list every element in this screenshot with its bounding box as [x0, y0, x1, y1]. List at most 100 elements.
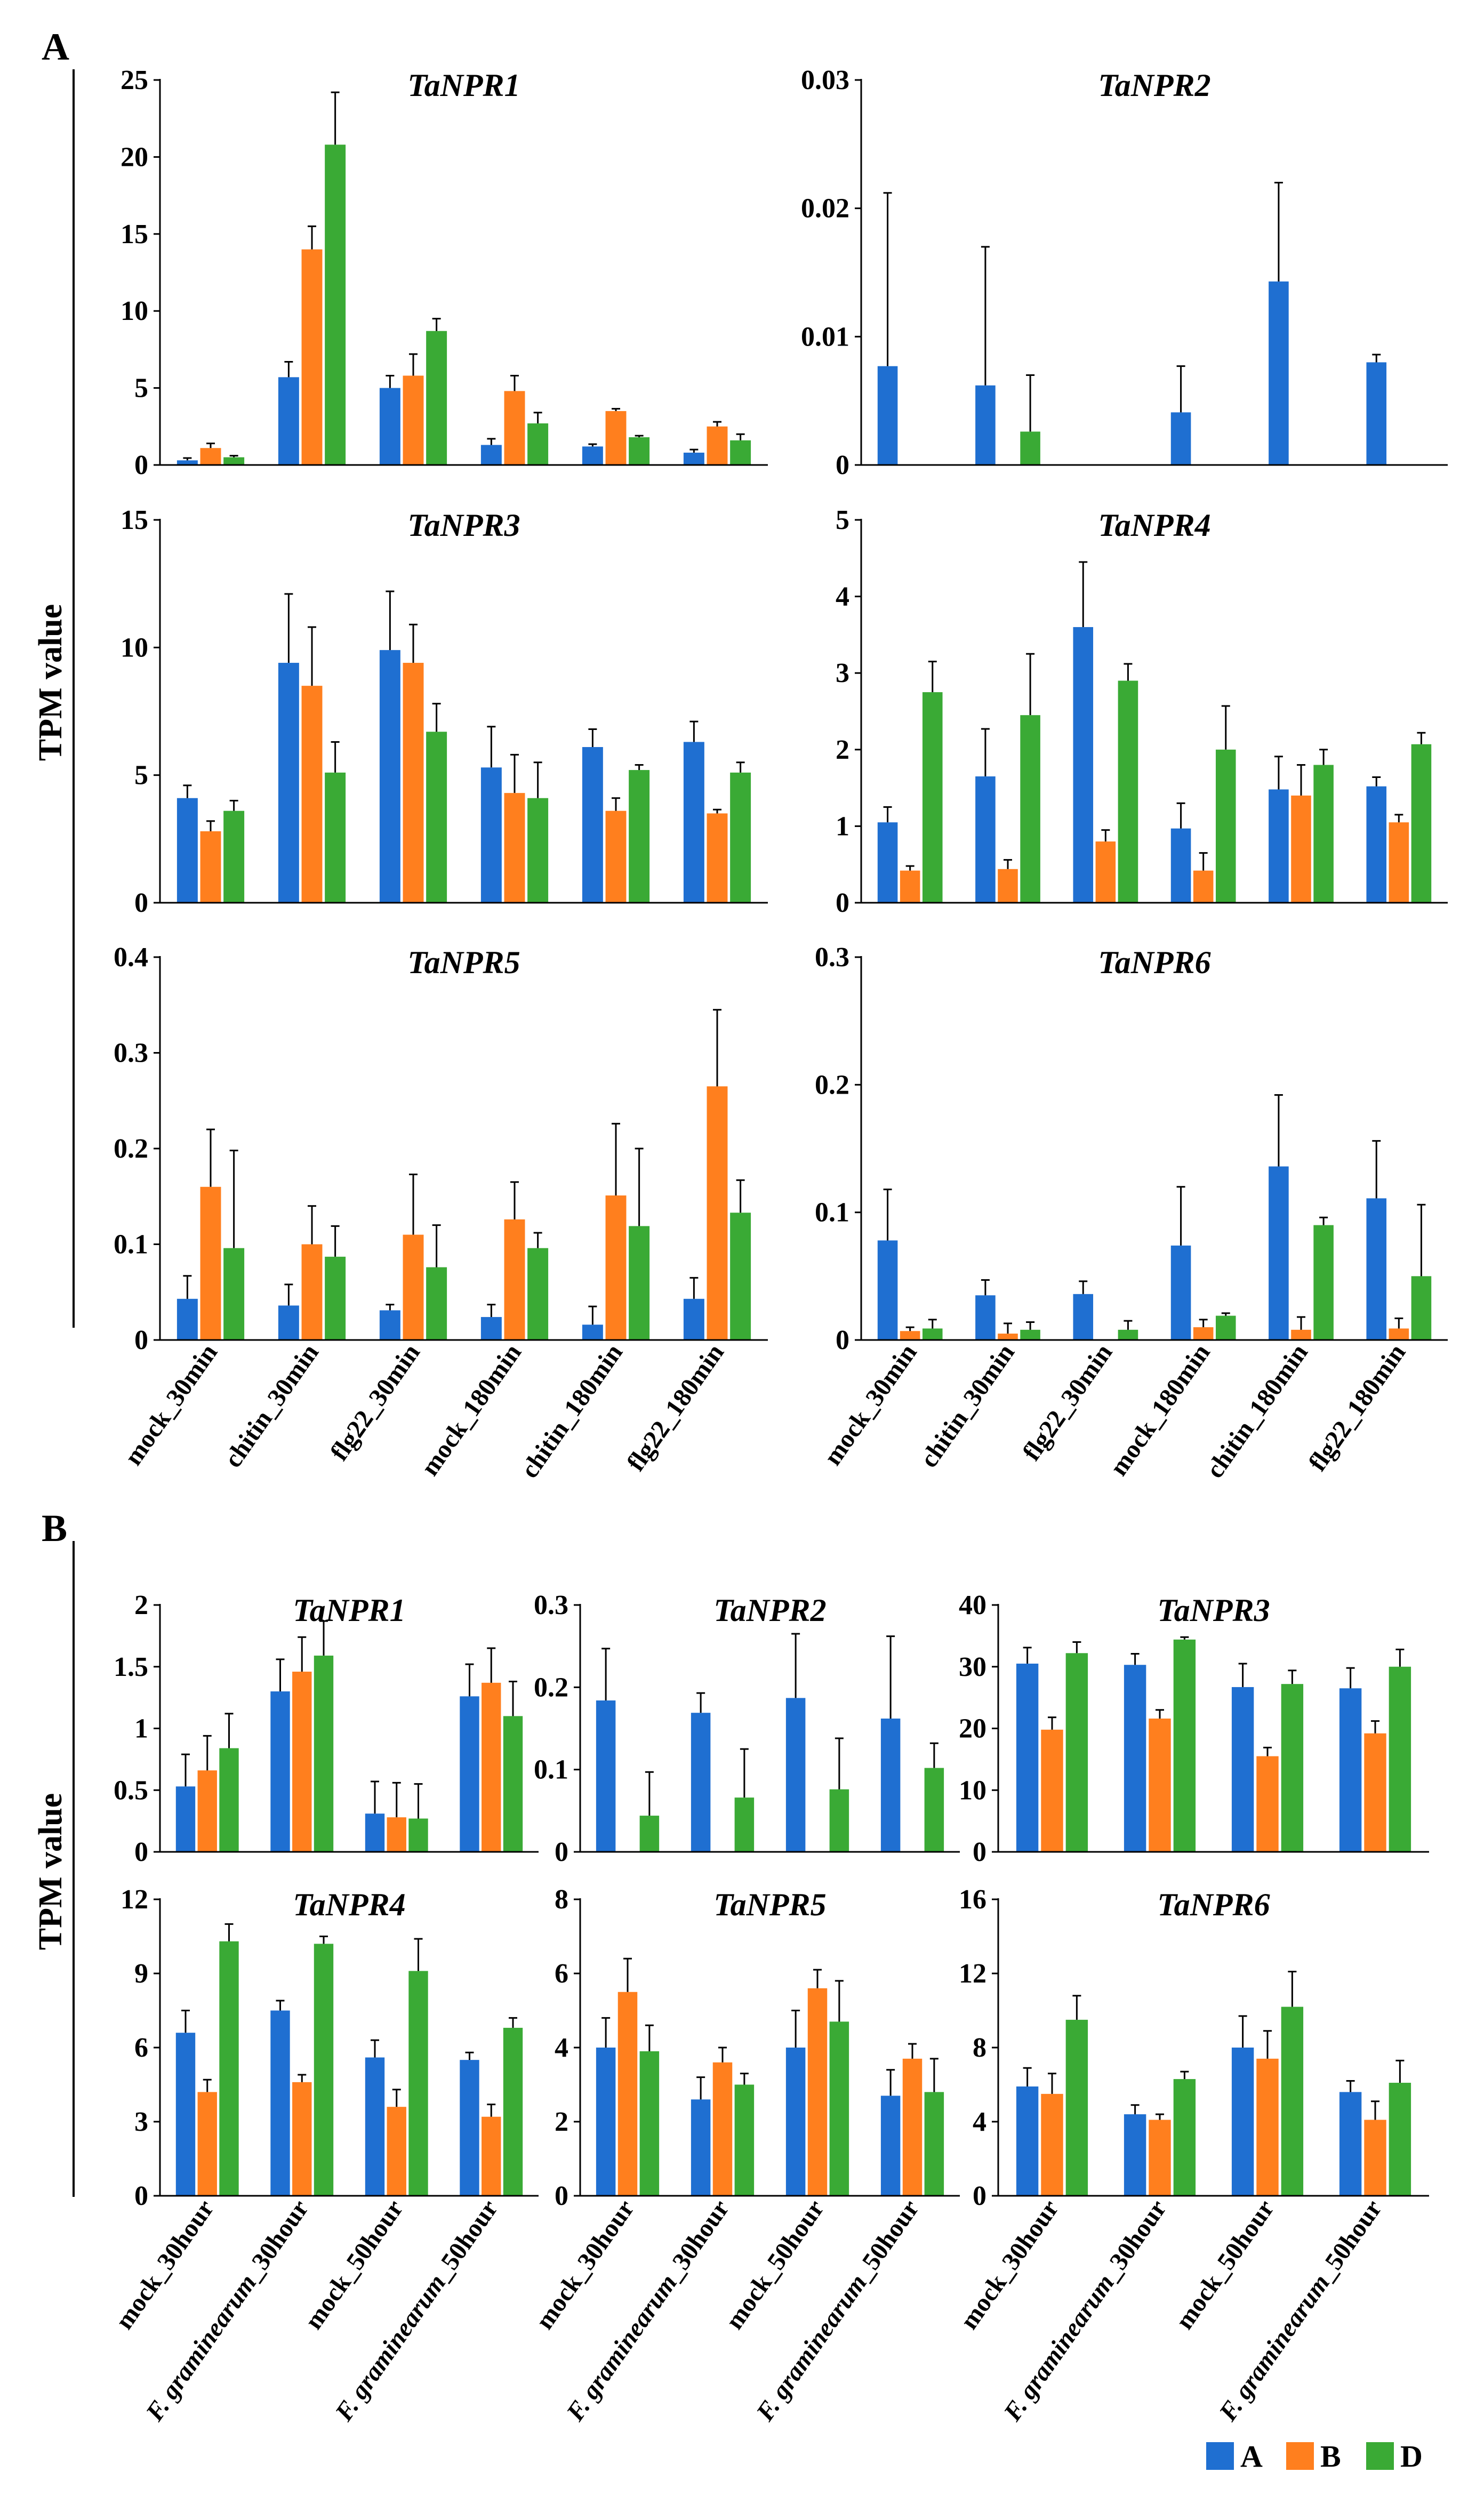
- bar-d-2: [1173, 2079, 1196, 2196]
- bar-d-1: [922, 692, 943, 903]
- bar-b-1: [1041, 1729, 1063, 1852]
- bar-b-1: [1041, 2093, 1063, 2196]
- bar-b-4: [1364, 2120, 1386, 2196]
- bar-b-1: [200, 448, 221, 465]
- bar-a-2: [278, 1305, 299, 1340]
- bar-a-2: [278, 377, 299, 465]
- bar-d-5: [1313, 1225, 1334, 1340]
- chart-title: TaNPR1: [407, 68, 520, 103]
- y-tick-label: 0: [134, 1837, 148, 1867]
- bar-b-5: [1291, 795, 1311, 903]
- bar-b-1: [200, 1186, 221, 1340]
- bar-b-2: [301, 249, 323, 465]
- x-category-label: mock_50hour: [1170, 2195, 1280, 2334]
- bar-b-6: [707, 426, 728, 465]
- x-category-label: mock_30hour: [110, 2195, 220, 2334]
- bar-d-1: [1065, 1653, 1088, 1852]
- bar-b-4: [1364, 1733, 1386, 1852]
- bar-d-2: [1173, 1639, 1196, 1852]
- y-tick-label: 0: [836, 450, 849, 480]
- y-tick-label: 8: [973, 2033, 986, 2063]
- bar-a-4: [480, 1317, 502, 1340]
- bar-b-4: [1193, 1327, 1214, 1340]
- bar-d-2: [1020, 1329, 1040, 1340]
- chart-a-tanpr2: TaNPR2 0 0.01 0.02 0.03: [801, 65, 1448, 480]
- y-tick-label: 0.1: [114, 1230, 148, 1260]
- bar-d-2: [734, 1797, 755, 1852]
- bar-d-4: [1389, 1666, 1411, 1852]
- x-category-label: mock_30min: [819, 1339, 923, 1471]
- chart-title: TaNPR2: [713, 1593, 826, 1628]
- x-category-label: flg22_30min: [1017, 1339, 1118, 1466]
- bar-d-6: [730, 772, 751, 903]
- bar-a-4: [460, 1696, 479, 1852]
- chart-title: TaNPR4: [293, 1887, 405, 1922]
- bar-d-6: [730, 440, 751, 465]
- chart-title: TaNPR6: [1157, 1887, 1270, 1922]
- bar-b-3: [807, 1988, 828, 2196]
- bar-d-1: [219, 1748, 239, 1852]
- bar-a-2: [270, 2010, 290, 2196]
- bar-a-6: [683, 452, 704, 465]
- x-category-label: F. graminearum_50hour: [330, 2195, 504, 2427]
- x-category-label: mock_30hour: [530, 2195, 640, 2334]
- y-tick-label: 0.5: [114, 1775, 148, 1805]
- bar-d-4: [924, 2092, 944, 2196]
- y-tick-label: 0.4: [114, 942, 148, 973]
- bar-b-6: [707, 1086, 728, 1340]
- chart-b-tanpr2: TaNPR2 0 0.1 0.2 0.3: [534, 1590, 960, 1867]
- bar-b-4: [482, 2116, 501, 2196]
- panel-a-ylabel: TPM value: [33, 604, 69, 761]
- bar-a-3: [379, 650, 400, 903]
- bar-b-5: [605, 810, 627, 903]
- x-category-label: mock_30hour: [954, 2195, 1064, 2334]
- bar-a-3: [1073, 1294, 1094, 1340]
- y-tick-label: 0.01: [801, 322, 849, 352]
- bar-a-3: [1231, 2048, 1254, 2196]
- bar-b-1: [197, 2092, 217, 2196]
- y-tick-label: 0: [973, 1837, 986, 1867]
- y-tick-label: 2: [555, 2107, 568, 2137]
- legend-swatch-d: [1366, 2442, 1394, 2470]
- bar-a-3: [785, 1698, 806, 1852]
- bar-a-5: [582, 1325, 603, 1340]
- y-tick-label: 3: [836, 658, 849, 688]
- bar-d-6: [1411, 1276, 1432, 1340]
- y-tick-label: 0: [836, 888, 849, 918]
- bar-a-2: [1124, 1665, 1146, 1852]
- y-tick-label: 15: [121, 505, 148, 535]
- chart-title: TaNPR5: [713, 1887, 826, 1922]
- bar-d-1: [639, 2051, 660, 2196]
- bar-d-3: [408, 1818, 428, 1852]
- bar-d-4: [1215, 1315, 1236, 1340]
- bar-b-3: [403, 1234, 424, 1340]
- bar-d-3: [408, 1971, 428, 2196]
- y-tick-label: 6: [134, 2033, 148, 2063]
- x-category-label: mock_180min: [415, 1339, 527, 1481]
- y-tick-label: 1: [134, 1714, 148, 1744]
- y-tick-label: 16: [959, 1884, 986, 1915]
- bar-a-3: [1073, 627, 1094, 903]
- y-tick-label: 0.3: [114, 1038, 148, 1069]
- y-tick-label: 10: [121, 296, 148, 326]
- bar-d-1: [639, 1816, 660, 1852]
- bar-b-6: [1389, 822, 1409, 903]
- y-tick-label: 2: [836, 735, 849, 765]
- bar-a-3: [1231, 1687, 1254, 1852]
- bar-d-3: [829, 1789, 849, 1852]
- bar-a-1: [175, 2033, 196, 2196]
- bar-a-5: [1269, 281, 1289, 465]
- bar-d-5: [629, 1226, 650, 1340]
- bar-d-3: [1281, 2007, 1304, 2196]
- y-tick-label: 1: [836, 811, 849, 841]
- bar-a-5: [1269, 789, 1289, 903]
- bar-d-2: [314, 1655, 334, 1852]
- x-category-label: chitin_180min: [1200, 1339, 1313, 1483]
- bar-b-1: [900, 870, 920, 903]
- bar-a-1: [177, 460, 198, 465]
- bar-a-3: [379, 388, 400, 465]
- bar-a-1: [596, 2048, 616, 2196]
- chart-title: TaNPR3: [407, 508, 520, 543]
- y-tick-label: 0: [134, 2181, 148, 2211]
